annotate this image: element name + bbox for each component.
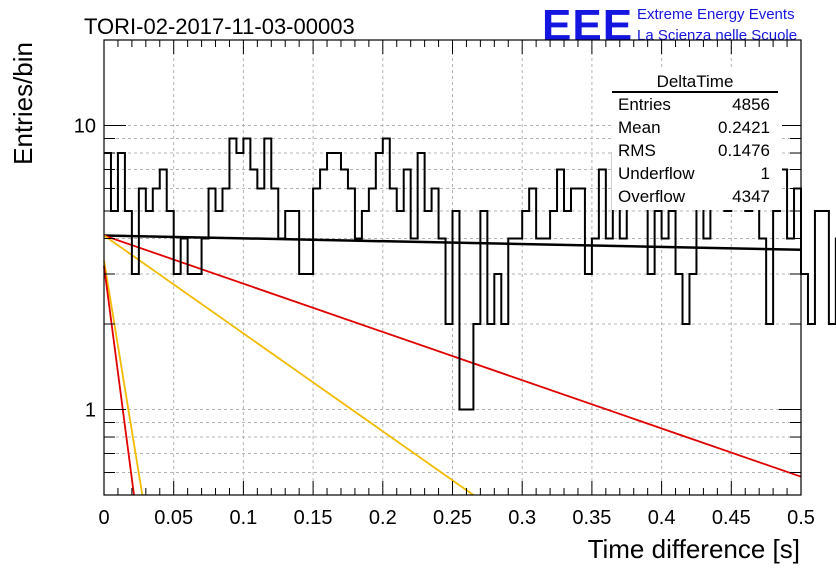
stats-label: Mean xyxy=(618,118,661,137)
fit-line xyxy=(103,234,802,478)
stats-value: 4856 xyxy=(732,95,770,114)
stats-box-bg xyxy=(612,70,782,210)
fit-line xyxy=(103,260,144,496)
stats-label: RMS xyxy=(618,141,656,160)
stats-box-title: DeltaTime xyxy=(657,72,734,91)
histogram-outline xyxy=(104,137,836,411)
y-tick-labels: 1 10 xyxy=(74,115,96,421)
x-tick-labels: 0 0.05 0.1 0.15 0.2 0.25 0.3 0.35 0.4 0.45 0.5 xyxy=(98,507,814,529)
stats-value: 0.1476 xyxy=(718,141,770,160)
chart-title: TORI-02-2017-11-03-00003 xyxy=(84,14,355,39)
eee-logo-line1: Extreme Energy Events xyxy=(637,6,795,23)
fit-line xyxy=(103,265,135,496)
eee-logo-text: EEE xyxy=(542,1,633,50)
x-tick-label: 0.3 xyxy=(508,507,536,529)
stats-label: Overflow xyxy=(618,187,686,206)
x-tick-label: 0.15 xyxy=(294,507,333,529)
x-axis-label: Time difference [s] xyxy=(588,534,800,564)
y-tick-label: 10 xyxy=(74,115,96,137)
x-tick-label: 0 xyxy=(98,507,109,529)
y-tick-label: 1 xyxy=(85,400,96,422)
x-tick-label: 0.45 xyxy=(712,507,751,529)
stats-label: Underflow xyxy=(618,164,695,183)
x-tick-label: 0.5 xyxy=(787,507,815,529)
x-tick-label: 0.35 xyxy=(572,507,611,529)
stats-value: 0.2421 xyxy=(718,118,770,137)
stats-box: DeltaTime Entries 4856 Mean 0.2421 RMS 0.1476… xyxy=(612,70,782,210)
x-tick-label: 0.1 xyxy=(229,507,257,529)
stats-label: Entries xyxy=(618,95,671,114)
x-tick-label: 0.2 xyxy=(369,507,397,529)
fit-line xyxy=(103,234,474,496)
x-tick-label: 0.4 xyxy=(648,507,676,529)
stats-value: 4347 xyxy=(732,187,770,206)
axis-ticks xyxy=(103,39,802,496)
x-tick-label: 0.25 xyxy=(433,507,472,529)
stats-value: 1 xyxy=(761,164,770,183)
y-axis-label: Entries/bin xyxy=(8,42,38,165)
x-tick-label: 0.05 xyxy=(154,507,193,529)
